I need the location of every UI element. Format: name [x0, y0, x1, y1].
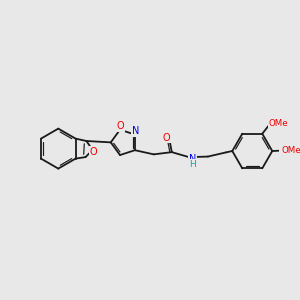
- Text: OMe: OMe: [268, 119, 288, 128]
- Text: O: O: [89, 147, 97, 157]
- Text: N: N: [132, 126, 139, 136]
- Text: O: O: [162, 133, 170, 143]
- Text: N: N: [189, 154, 197, 164]
- Text: O: O: [116, 121, 124, 131]
- Text: OMe: OMe: [282, 146, 300, 155]
- Text: H: H: [190, 160, 196, 169]
